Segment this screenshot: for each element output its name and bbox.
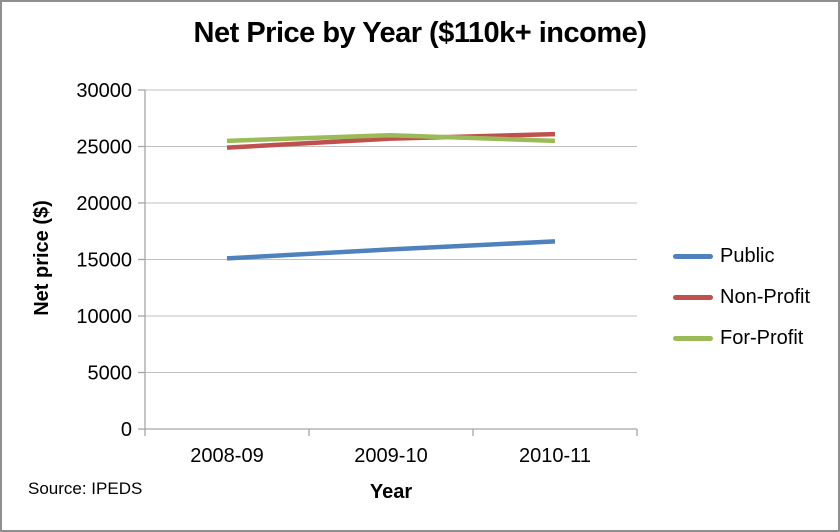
series-line-for-profit: [226, 132, 556, 144]
y-tick-label: 10000: [76, 306, 132, 328]
legend-item: Public: [673, 236, 810, 277]
legend-swatch: [673, 254, 713, 259]
legend-label: For-Profit: [720, 327, 804, 349]
x-axis-title: Year: [369, 481, 413, 503]
legend-item: For-Profit: [673, 318, 810, 359]
legend-swatch: [673, 336, 713, 341]
y-tick-label: 30000: [76, 80, 132, 102]
y-tick-label: 5000: [88, 363, 133, 385]
source-note: Source: IPEDS: [28, 479, 143, 498]
legend-item: Non-Profit: [673, 277, 810, 318]
x-category-label: 2010-11: [519, 445, 591, 467]
legend-label: Public: [720, 245, 775, 267]
series-line-non-profit: [226, 131, 556, 150]
chart-title: Net Price by Year ($110k+ income): [193, 17, 647, 49]
x-category-label: 2008-09: [190, 445, 263, 467]
y-tick-label: 20000: [76, 193, 132, 215]
x-category-label: 2009-10: [354, 445, 427, 467]
legend-label: Non-Profit: [720, 286, 811, 308]
y-tick-label: 0: [121, 419, 132, 441]
legend-swatch: [673, 295, 713, 300]
legend: Public Non-Profit For-Profit: [673, 236, 810, 359]
y-tick-label: 15000: [76, 250, 132, 272]
y-tick-label: 25000: [76, 137, 132, 159]
series-line-public: [226, 239, 556, 261]
